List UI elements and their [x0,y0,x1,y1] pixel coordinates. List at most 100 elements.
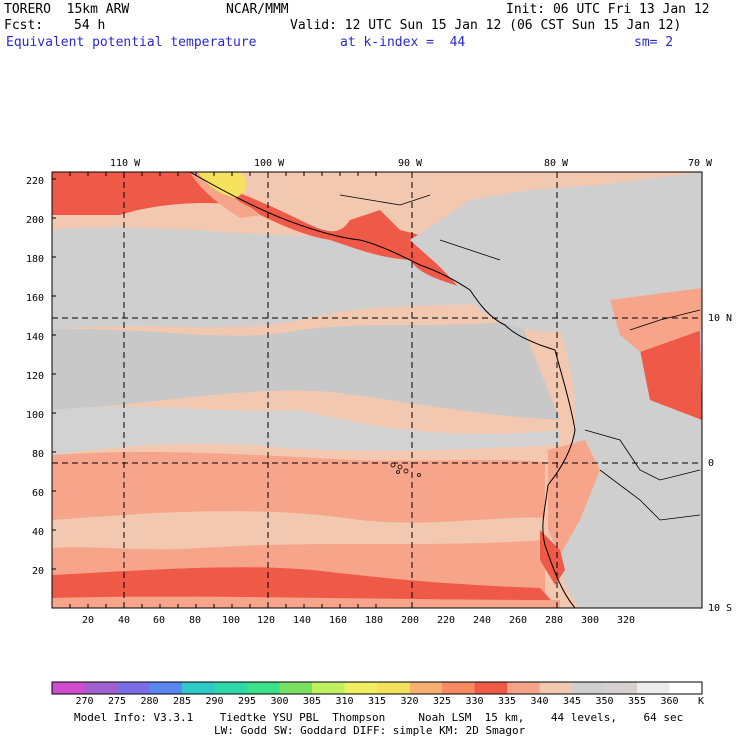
x-tick: 200 [401,615,420,626]
x-tick: 40 [118,615,131,626]
x-tick: 240 [473,615,492,626]
legend-swatch [279,682,313,694]
legend-swatch [669,682,703,694]
legend-label: 285 [173,696,192,707]
legend-swatch [572,682,605,694]
y-tick: 220 [26,176,45,187]
legend-label: 280 [140,696,159,707]
smoothing-label: sm= 2 [634,35,674,50]
legend-swatch [182,682,215,694]
peach-band-b [52,511,545,550]
legend-swatch [117,682,150,694]
x-tick: 120 [257,615,276,626]
legend-swatch [637,682,670,694]
y-tick: 160 [26,293,45,304]
y-tick: 180 [26,254,45,265]
x-tick: 260 [509,615,528,626]
x-tick: 320 [617,615,636,626]
x-tick: 100 [222,615,241,626]
lat-label-10n: 10 N [708,313,733,324]
forecast-hours: 54 h [74,18,106,33]
x-tick: 160 [329,615,348,626]
gray-band-south [52,406,560,455]
lat-label-10s: 10 S [708,603,733,614]
tick-marks [51,172,377,609]
legend-label: 290 [205,696,224,707]
legend-label: 315 [368,696,387,707]
lon-label-80w: 80 W [544,158,569,169]
galapagos-islands [390,462,421,477]
legend-label: 305 [303,696,322,707]
x-tick: 300 [581,615,600,626]
physics-info: LW: Godd SW: Goddard DIFF: simple KM: 2D… [214,724,526,737]
legend-swatch [149,682,183,694]
legend-label: 295 [238,696,257,707]
init-time: Init: 06 UTC Fri 13 Jan 12 [506,2,710,17]
legend-swatch [377,682,410,694]
model-title: TORERO 15km ARW [4,2,130,17]
salmon-coast [190,172,260,218]
legend-swatch [312,682,345,694]
y-tick: 20 [32,566,45,577]
legend-label: 320 [400,696,419,707]
y-tick: 120 [26,371,45,382]
red-peru-coast [540,530,565,585]
lon-label-90w: 90 W [398,158,423,169]
lon-label-100w: 100 W [254,158,285,169]
legend-swatch [247,682,280,694]
y-tick: 140 [26,332,45,343]
salmon-edge-south [52,596,560,608]
map-frame [51,171,703,609]
y-tick: 80 [32,449,45,460]
red-band-north [52,172,470,290]
gray-band-middle [52,320,560,420]
x-tick: 20 [82,615,95,626]
legend-swatch [604,682,638,694]
legend-label: 275 [108,696,127,707]
x-tick: 220 [437,615,456,626]
legend-swatch [214,682,248,694]
y-tick: 60 [32,488,45,499]
x-tick: 80 [189,615,202,626]
lon-label-110w: 110 W [110,158,141,169]
legend-label: 300 [270,696,289,707]
legend-swatch [539,682,573,694]
legend-label: 360 [660,696,679,707]
model-info: Model Info: V3.3.1 Tiedtke YSU PBL Thomp… [74,711,684,724]
x-tick: 140 [293,615,312,626]
salmon-venezuela [610,288,702,352]
y-tick: 40 [32,527,45,538]
legend-label: 325 [433,696,452,707]
graticule [52,172,702,608]
salmon-ecuador-coast [548,440,600,555]
legend-swatch [84,682,118,694]
y-tick: 100 [26,410,45,421]
legend-swatch [442,682,475,694]
legend-frame [51,681,703,695]
forecast-label: Fcst: [4,18,44,33]
x-tick: 180 [365,615,384,626]
legend-label: 335 [498,696,517,707]
legend-swatch [409,682,443,694]
legend-label: 350 [595,696,614,707]
legend-swatch [474,682,508,694]
legend-label: 355 [628,696,647,707]
legend-swatch [344,682,378,694]
legend-swatch [52,682,85,694]
org-label: NCAR/MMM [226,2,289,17]
legend-swatch [507,682,540,694]
lon-label-70w: 70 W [688,158,713,169]
yellow-highland [198,172,247,198]
legend-unit: K [698,696,705,707]
legend-label: 310 [335,696,354,707]
coastline [189,172,576,608]
red-venezuela [640,330,702,420]
x-tick: 280 [545,615,564,626]
land-central-america [410,172,702,332]
legend-label: 330 [465,696,484,707]
y-tick: 200 [26,215,45,226]
lat-label-0: 0 [708,458,715,469]
legend-label: 340 [530,696,549,707]
legend-label: 270 [75,696,94,707]
